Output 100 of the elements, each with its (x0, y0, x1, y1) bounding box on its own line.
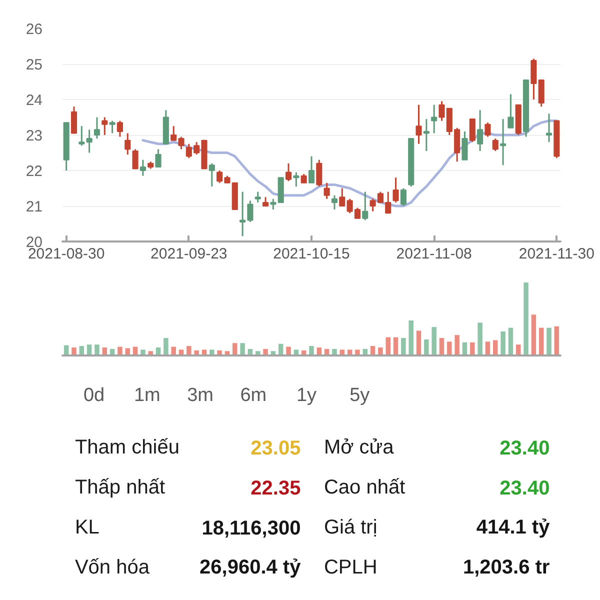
text: 0d (83, 385, 105, 406)
bar (554, 326, 560, 356)
category-label: KL (74, 516, 100, 538)
x-tick-label: 2021-11-08 (396, 246, 472, 262)
candlestick (385, 191, 392, 214)
candlestick (208, 162, 215, 188)
text: 23.40 (500, 478, 550, 500)
bar (478, 322, 482, 356)
candlestick (293, 172, 300, 188)
candlestick (538, 79, 544, 108)
candlestick (86, 128, 92, 154)
candlestick (270, 198, 276, 210)
y-tick-label: 23 (26, 128, 43, 144)
candlestick (431, 104, 438, 134)
category-label: Thấp nhất (74, 476, 166, 498)
bar (378, 347, 383, 356)
candlestick (392, 176, 399, 204)
bar (140, 350, 146, 356)
bar (186, 346, 192, 356)
candlestick (116, 120, 123, 138)
bar (546, 328, 552, 356)
bar (508, 328, 514, 356)
category-label: Cao nhất (324, 476, 406, 498)
candlestick (500, 118, 506, 166)
bar (386, 337, 390, 356)
text: 1y (296, 385, 318, 406)
bar (538, 328, 544, 356)
candlestick (462, 130, 468, 161)
candlestick (94, 116, 100, 140)
candlestick (362, 191, 368, 221)
text: 3m (187, 385, 214, 406)
candlestick (469, 118, 476, 143)
bar (408, 320, 414, 356)
candlestick (416, 104, 422, 145)
candlestick (102, 116, 108, 136)
candlestick (155, 148, 162, 168)
candlestick (285, 162, 292, 182)
text: 1m (134, 385, 160, 406)
candlestick (423, 118, 430, 152)
category-label: Vốn hóa (74, 556, 150, 578)
text: 1,203.6 tr (462, 556, 550, 578)
category-label: CPLH (324, 556, 378, 578)
bar (210, 350, 214, 356)
text: 5y (350, 385, 370, 406)
bar (424, 339, 429, 356)
candlestick (124, 132, 131, 156)
x-tick-label: 2021-10-15 (273, 246, 350, 262)
y-tick-label: 22 (26, 163, 43, 180)
text: 22.35 (250, 478, 301, 500)
bar (470, 342, 475, 356)
candlestick (316, 159, 322, 188)
bar (240, 343, 245, 356)
candlestick (331, 194, 338, 210)
category-label: Mở cửa (324, 436, 395, 458)
bar (416, 330, 422, 356)
candlestick (78, 125, 85, 146)
candlestick (132, 148, 138, 170)
bar (524, 282, 528, 356)
x-tick-label: 2021-11-30 (518, 246, 594, 262)
bar (72, 347, 76, 356)
text: 26,960.4 tỷ (200, 556, 301, 578)
text: 23.40 (500, 438, 550, 460)
text: 414.1 tỷ (476, 516, 550, 538)
category-label: Giá trị (324, 516, 378, 538)
category-label: Tham chiếu (74, 436, 180, 458)
bar (447, 342, 452, 356)
x-tick-label: 2021-09-23 (150, 246, 228, 262)
candlestick (530, 58, 537, 100)
bar (500, 331, 506, 356)
candlestick (140, 159, 146, 177)
bar (493, 340, 498, 356)
text: 23.05 (250, 438, 301, 460)
y-tick-label: 25 (26, 56, 43, 74)
candlestick (339, 188, 346, 207)
bar (454, 335, 460, 356)
text: 6m (240, 385, 267, 406)
candlestick (508, 93, 514, 129)
candlestick (254, 191, 261, 204)
bar (355, 350, 360, 356)
bar (164, 338, 168, 356)
candlestick (484, 122, 491, 138)
candlestick (109, 120, 116, 134)
y-tick-label: 26 (26, 21, 43, 38)
candlestick (477, 109, 484, 152)
y-tick-label: 21 (26, 198, 43, 216)
bar (94, 344, 100, 356)
candlestick (308, 156, 315, 184)
candlestick (70, 106, 78, 134)
candlestick (492, 138, 498, 152)
bar (125, 348, 130, 356)
bar (171, 346, 176, 356)
bar (401, 338, 406, 356)
text: 18,116,300 (202, 518, 301, 540)
candlestick (546, 112, 552, 143)
bar (118, 346, 122, 356)
bar (232, 343, 238, 356)
candlestick (400, 188, 406, 207)
bar (286, 346, 291, 356)
bar (531, 314, 536, 356)
y-tick-label: 24 (26, 92, 43, 109)
